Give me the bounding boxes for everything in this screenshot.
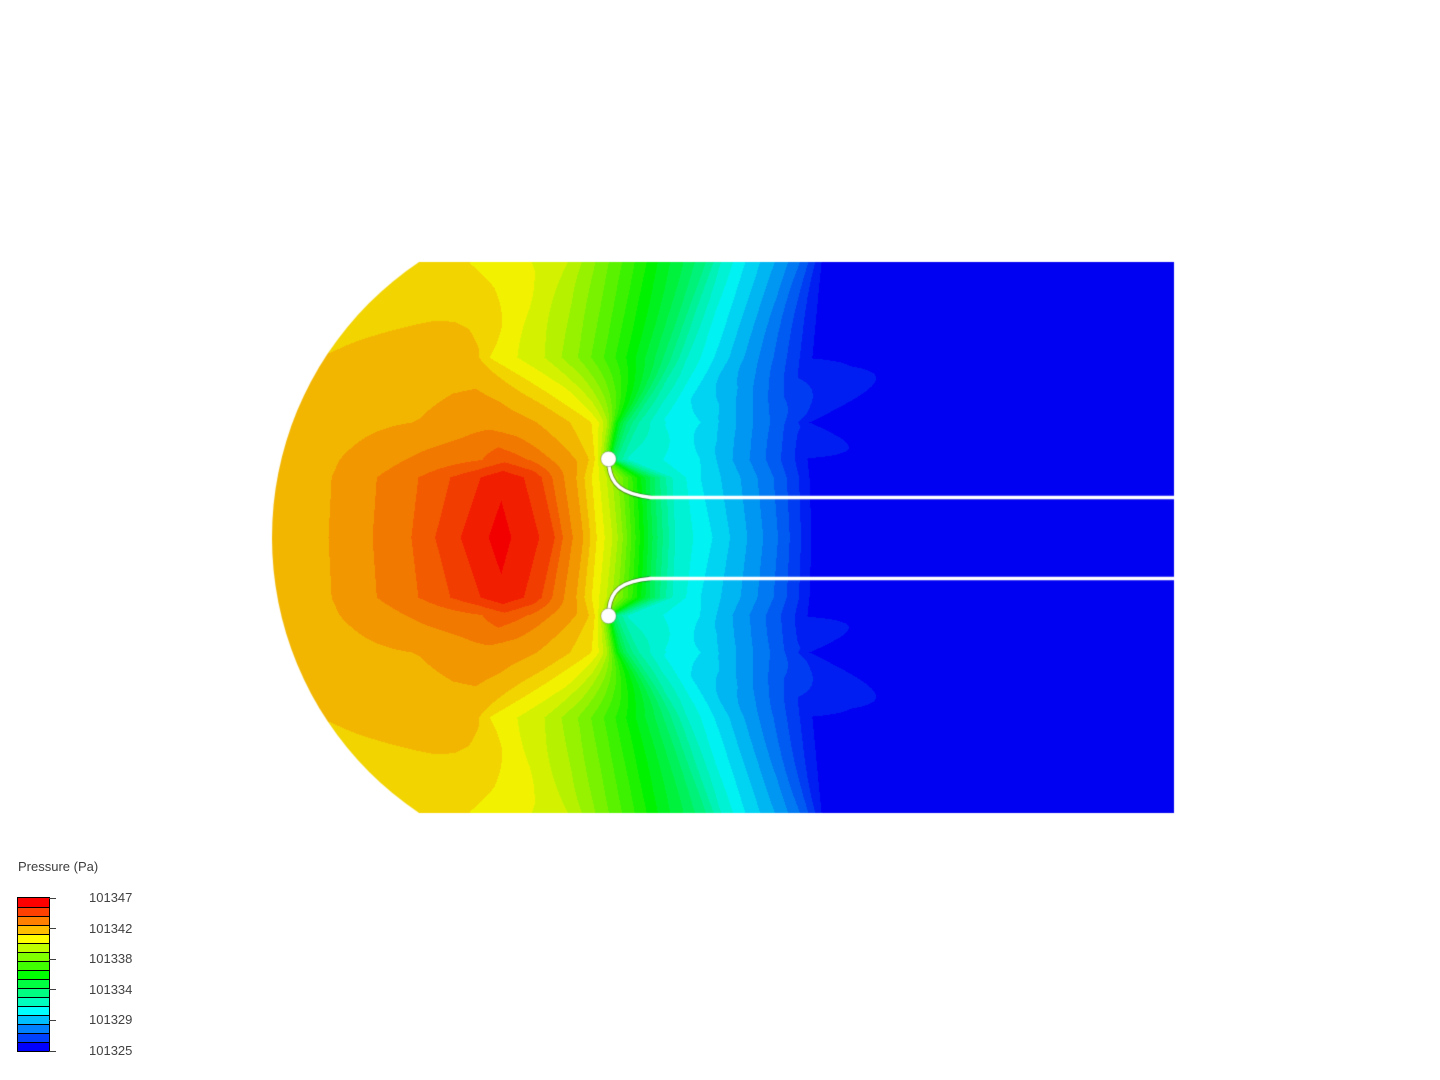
- colorbar-segment: [18, 916, 49, 925]
- colorbar-segment: [18, 952, 49, 961]
- colorbar-tick-label: 101329: [89, 1012, 133, 1028]
- colorbar-segment: [18, 979, 49, 988]
- colorbar-tick-label: 101325: [89, 1043, 133, 1058]
- colorbar-segment: [18, 1033, 49, 1042]
- legend-title: Pressure (Pa): [18, 859, 99, 874]
- colorbar-tick: [49, 958, 56, 960]
- colorbar-segment: [18, 925, 49, 934]
- colorbar-tick-label: 101342: [89, 920, 133, 936]
- colorbar-ticks: 101347 101342 101338 101334 101329 101325: [49, 890, 149, 1058]
- colorbar-segment: [18, 961, 49, 970]
- colorbar-tick: [49, 897, 56, 899]
- colorbar-tick: [49, 928, 56, 930]
- colorbar-tick-label: 101347: [89, 890, 133, 905]
- colorbar-segment: [18, 1006, 49, 1015]
- colorbar: [17, 897, 50, 1052]
- colorbar-segment: [18, 1042, 49, 1051]
- colorbar-segment: [18, 988, 49, 997]
- colorbar-tick: [49, 1050, 56, 1052]
- colorbar-tick: [49, 989, 56, 991]
- colorbar-tick-label: 101334: [89, 981, 133, 997]
- colorbar-segment: [18, 898, 49, 907]
- colorbar-segment: [18, 997, 49, 1006]
- colorbar-segment: [18, 934, 49, 943]
- colorbar-segment: [18, 943, 49, 952]
- legend: Pressure (Pa) 101347 101342 101338 101334 10…: [17, 859, 157, 1069]
- colorbar-segment: [18, 970, 49, 979]
- colorbar-segment: [18, 1024, 49, 1033]
- colorbar-segment: [18, 1015, 49, 1024]
- colorbar-tick: [49, 1019, 56, 1021]
- colorbar-segment: [18, 907, 49, 916]
- colorbar-tick-label: 101338: [89, 951, 133, 967]
